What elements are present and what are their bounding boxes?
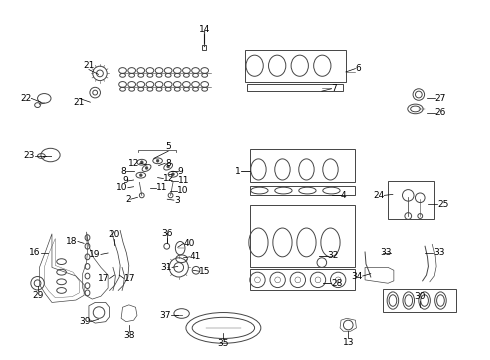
Text: 9: 9: [122, 176, 128, 185]
Text: 14: 14: [198, 24, 210, 33]
Text: 32: 32: [328, 251, 339, 260]
Text: 5: 5: [165, 142, 171, 151]
Bar: [388, 181, 434, 219]
Text: 39: 39: [79, 317, 90, 326]
Bar: [250, 205, 355, 267]
Text: 2: 2: [125, 195, 131, 204]
Text: 33: 33: [433, 248, 445, 257]
Text: 30: 30: [415, 292, 426, 301]
Text: 38: 38: [123, 331, 135, 340]
Text: 10: 10: [177, 186, 188, 195]
Text: 22: 22: [20, 94, 31, 103]
Text: 13: 13: [343, 338, 354, 347]
Text: 4: 4: [341, 191, 346, 200]
Text: 25: 25: [437, 199, 448, 208]
Text: 8: 8: [121, 167, 126, 176]
Bar: [250, 149, 355, 183]
Text: 19: 19: [90, 250, 101, 259]
Text: 21: 21: [74, 98, 85, 107]
Text: 21: 21: [83, 60, 95, 69]
Text: 36: 36: [161, 229, 172, 238]
Text: 12: 12: [128, 159, 139, 168]
Text: 34: 34: [351, 271, 363, 280]
Text: 11: 11: [178, 176, 189, 185]
Bar: [202, 45, 206, 50]
Text: 17: 17: [124, 274, 136, 283]
Text: 6: 6: [355, 64, 361, 73]
Text: 23: 23: [24, 152, 35, 161]
Text: 9: 9: [178, 167, 184, 176]
Text: 11: 11: [156, 183, 168, 192]
Text: 37: 37: [159, 311, 171, 320]
Text: 24: 24: [373, 191, 384, 200]
Circle shape: [167, 165, 170, 168]
Circle shape: [172, 173, 174, 176]
Bar: [383, 289, 456, 312]
Text: 12: 12: [163, 174, 175, 183]
Text: 10: 10: [116, 183, 128, 192]
Circle shape: [139, 174, 142, 177]
Text: 26: 26: [435, 108, 446, 117]
Text: 1: 1: [235, 167, 241, 176]
Text: 29: 29: [32, 291, 43, 300]
Text: 8: 8: [165, 159, 171, 168]
Text: 27: 27: [435, 94, 446, 103]
Text: 18: 18: [66, 237, 78, 246]
Text: 7: 7: [331, 84, 337, 93]
Bar: [250, 186, 355, 195]
Bar: [247, 84, 343, 91]
Text: 15: 15: [199, 267, 211, 276]
Circle shape: [140, 161, 143, 164]
Text: 16: 16: [29, 248, 41, 257]
Text: 17: 17: [98, 274, 110, 283]
Bar: [250, 269, 355, 291]
Text: 35: 35: [218, 339, 229, 348]
Text: 20: 20: [109, 230, 120, 239]
Text: 3: 3: [174, 196, 180, 205]
Text: 40: 40: [184, 239, 195, 248]
Text: 33: 33: [380, 248, 392, 257]
Text: 41: 41: [190, 252, 201, 261]
Bar: [245, 50, 346, 82]
Text: 31: 31: [161, 263, 172, 272]
Circle shape: [145, 167, 148, 170]
Circle shape: [156, 159, 159, 162]
Text: 28: 28: [331, 279, 343, 288]
